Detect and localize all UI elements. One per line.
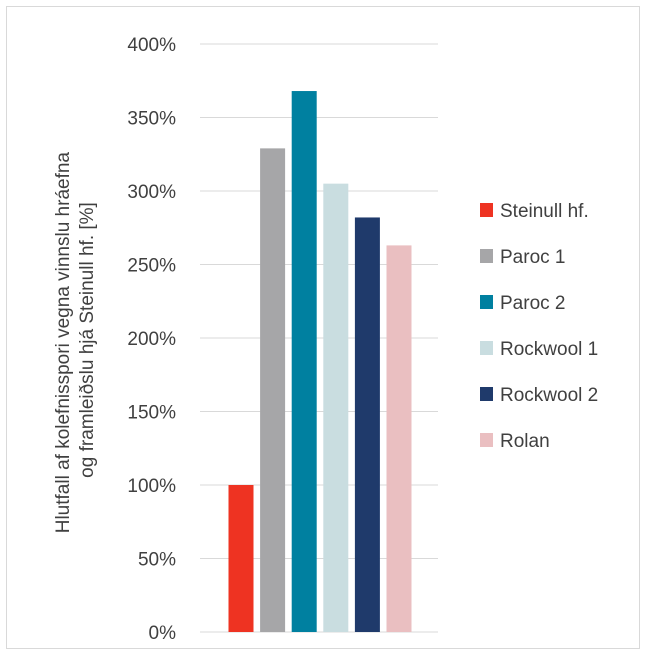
legend-swatch (480, 203, 493, 217)
y-axis-label-line-2: og framleiðslu hjá Steinull hf. [%] (77, 202, 98, 478)
legend-swatch (480, 295, 493, 309)
legend-swatch (480, 341, 493, 355)
bar-paroc-1 (260, 148, 286, 632)
y-axis-label-line-1: Hlutfall af kolefnisspori vegna vinnslu … (53, 152, 74, 534)
y-axis-ticks: 0% 50% 100% 150% 200% 250% 300% 350% 400% (127, 35, 176, 644)
bars (228, 91, 412, 633)
y-axis-label: Hlutfall af kolefnisspori vegna vinnslu … (53, 147, 98, 534)
y-tick-label: 200% (127, 329, 176, 350)
legend-swatch (480, 387, 493, 401)
y-tick-label: 350% (127, 109, 176, 130)
legend-label: Paroc 1 (500, 247, 565, 268)
legend-label: Steinull hf. (500, 201, 589, 222)
y-tick-label: 0% (149, 623, 177, 644)
bar-rockwool-1 (323, 183, 349, 632)
legend-label: Paroc 2 (500, 293, 565, 314)
bar-rolan (386, 245, 412, 632)
y-tick-label: 250% (127, 256, 176, 277)
legend: Steinull hf. Paroc 1 Paroc 2 Rockwool 1 Rock… (480, 201, 598, 452)
bar-steinull-hf (228, 485, 254, 632)
chart-frame (6, 6, 640, 649)
legend-swatch (480, 249, 493, 263)
bar-paroc-2 (291, 91, 317, 633)
y-tick-label: 150% (127, 403, 176, 424)
legend-label: Rockwool 2 (500, 385, 598, 406)
bar-rockwool-2 (354, 217, 380, 632)
y-tick-label: 100% (127, 476, 176, 497)
y-tick-label: 400% (127, 35, 176, 56)
legend-label: Rockwool 1 (500, 339, 598, 360)
y-tick-label: 300% (127, 182, 176, 203)
y-tick-label: 50% (138, 550, 176, 571)
legend-label: Rolan (500, 431, 550, 452)
legend-swatch (480, 433, 493, 447)
